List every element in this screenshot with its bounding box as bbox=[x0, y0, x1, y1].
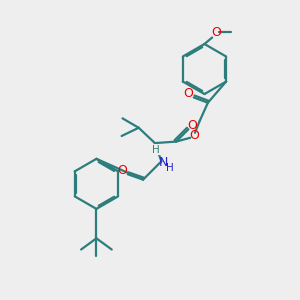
Text: O: O bbox=[118, 164, 128, 177]
Text: O: O bbox=[184, 87, 194, 101]
Text: H: H bbox=[152, 145, 160, 154]
Text: H: H bbox=[166, 163, 173, 173]
Text: O: O bbox=[189, 129, 199, 142]
Text: O: O bbox=[211, 26, 221, 39]
Text: O: O bbox=[188, 119, 197, 132]
Text: N: N bbox=[159, 156, 168, 169]
